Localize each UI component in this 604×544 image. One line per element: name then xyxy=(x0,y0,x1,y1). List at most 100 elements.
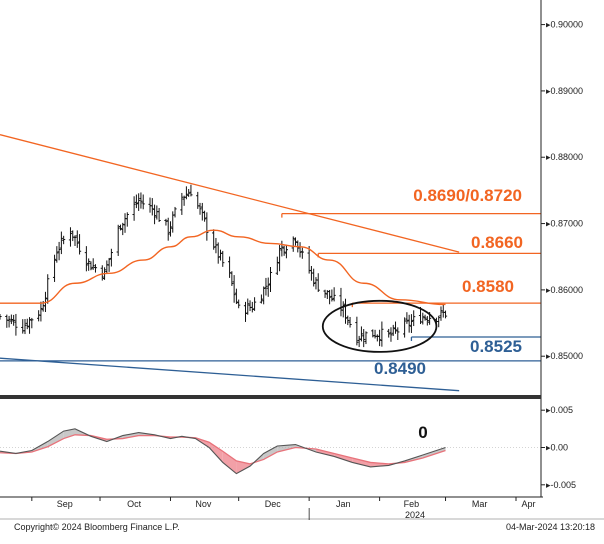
price-bar-2024-02-13 xyxy=(405,312,409,324)
price-bar-2024-01-25 xyxy=(362,329,366,348)
price-bar-2024-01-22 xyxy=(355,316,359,346)
oscillator-fill-19 xyxy=(263,446,278,460)
price-bar-2024-02-15 xyxy=(409,314,414,333)
month-label-6: Mar xyxy=(472,499,488,509)
price-bar-2023-11-28 xyxy=(230,271,234,286)
price-bar-2023-09-22 xyxy=(77,234,82,255)
price-bar-2023-12-29 xyxy=(300,247,304,259)
month-label-4: Jan xyxy=(336,499,351,509)
price-bar-2024-02-08 xyxy=(393,321,398,334)
price-ytick-label-2: ▸0.88000 xyxy=(546,152,583,162)
price-bars xyxy=(0,184,448,348)
price-bar-2023-12-13 xyxy=(264,277,268,296)
price-bar-2023-10-06 xyxy=(109,248,113,267)
price-bar-2023-10-17 xyxy=(134,194,138,209)
price-bar-2024-01-26 xyxy=(364,331,368,345)
panel-separator xyxy=(0,395,541,399)
consolidation-ellipse xyxy=(321,299,438,353)
trendline-0 xyxy=(0,134,460,253)
price-bar-2023-10-05 xyxy=(107,257,111,272)
price-bar-2023-11-10 xyxy=(189,184,193,197)
price-bar-2023-12-28 xyxy=(298,242,302,258)
oscillator-fill-24 xyxy=(352,457,371,467)
price-bar-2023-10-31 xyxy=(166,217,170,241)
level-label-0: 0.8690/0.8720 xyxy=(413,186,522,205)
price-bar-2023-08-31 xyxy=(27,317,32,334)
level-labels: 0.8690/0.8720 0.8660 0.8580 0.8525 0.8490 xyxy=(374,186,523,378)
price-bar-2023-09-14 xyxy=(59,231,63,255)
oscillator-fill-23 xyxy=(334,453,353,463)
month-label-1: Oct xyxy=(127,499,142,509)
oscillator-fill-5 xyxy=(63,428,76,439)
month-label-3: Dec xyxy=(265,499,282,509)
osc-ytick-label-2: ▸-0.005 xyxy=(546,480,576,490)
price-bar-2024-02-12 xyxy=(403,317,407,338)
price-bar-2023-10-19 xyxy=(139,192,143,209)
month-label-7: Apr xyxy=(521,499,535,509)
price-bar-2024-01-12 xyxy=(332,287,336,302)
price-bar-2024-01-18 xyxy=(346,315,350,326)
oscillator-panel xyxy=(0,428,541,475)
price-bar-2024-02-01 xyxy=(378,329,382,347)
price-bar-2023-11-21 xyxy=(214,237,218,254)
price-bar-2023-08-24 xyxy=(12,314,16,326)
moving-average xyxy=(0,229,446,306)
price-bar-2024-01-16 xyxy=(341,301,345,318)
price-bar-2023-09-05 xyxy=(39,301,43,322)
moving-average-line xyxy=(0,229,446,306)
price-bar-2023-12-11 xyxy=(259,294,264,304)
price-bar-2023-12-12 xyxy=(262,286,266,305)
price-bar-2023-10-16 xyxy=(132,196,136,221)
oscillator-fast-line xyxy=(0,428,446,475)
price-bar-2024-01-04 xyxy=(314,277,318,290)
oscillator-fill-17 xyxy=(236,460,251,474)
price-bar-2024-01-19 xyxy=(348,316,352,328)
price-ytick-label-4: ▸0.86000 xyxy=(546,285,583,295)
price-bar-2023-11-03 xyxy=(173,206,177,218)
price-bar-2023-12-01 xyxy=(237,299,241,309)
price-bar-2023-12-04 xyxy=(243,301,248,322)
price-bar-2023-11-08 xyxy=(184,186,188,200)
price-ytick-label-3: ▸0.87000 xyxy=(546,219,583,229)
level-label-4: 0.8490 xyxy=(374,359,426,378)
price-bar-2023-11-16 xyxy=(202,210,207,222)
price-bar-2023-12-15 xyxy=(268,266,273,293)
price-bar-2023-10-04 xyxy=(105,260,109,274)
osc-ytick-label-0: ▸0.005 xyxy=(546,405,573,415)
level-label-2: 0.8580 xyxy=(462,277,514,296)
price-bar-2023-10-26 xyxy=(155,205,159,220)
price-bar-2023-10-27 xyxy=(157,207,161,222)
price-bar-2023-11-29 xyxy=(232,275,236,303)
oscillator-fill-4 xyxy=(47,431,64,447)
price-bar-2023-11-30 xyxy=(234,288,239,305)
osc-ytick-label-1: ▸0.00 xyxy=(546,443,568,453)
price-bar-2024-01-08 xyxy=(323,289,327,298)
price-ytick-label-5: ▸0.85000 xyxy=(546,351,583,361)
price-bar-2023-11-27 xyxy=(227,256,232,278)
price-bar-2024-02-27 xyxy=(437,315,441,328)
price-bar-2023-08-30 xyxy=(25,318,29,330)
price-bar-2024-02-20 xyxy=(421,312,425,325)
price-bar-2023-09-12 xyxy=(55,246,59,263)
price-bar-2023-11-09 xyxy=(187,189,191,197)
price-bar-2024-01-11 xyxy=(330,289,334,302)
price-bar-2023-08-25 xyxy=(14,313,18,336)
price-bar-2023-12-19 xyxy=(277,245,282,272)
month-label-5: Feb xyxy=(404,499,420,509)
price-bar-2024-02-05 xyxy=(387,328,391,338)
price-bar-2024-01-24 xyxy=(359,326,364,342)
price-bar-2023-10-10 xyxy=(118,224,123,231)
price-bar-2023-11-15 xyxy=(200,202,204,221)
timestamp-text: 04-Mar-2024 13:20:18 xyxy=(506,522,595,532)
price-bar-2024-01-30 xyxy=(373,329,377,339)
oscillator-annotation: 0 xyxy=(418,423,427,442)
oscillator-slow-line xyxy=(0,434,446,465)
oscillator-fill-20 xyxy=(277,444,296,452)
price-ytick-label-0: ▸0.90000 xyxy=(546,20,583,30)
price-bar-2023-10-30 xyxy=(164,218,168,226)
level-lines xyxy=(0,212,541,362)
price-bar-2024-01-15 xyxy=(339,287,343,317)
price-bar-2023-12-14 xyxy=(266,277,270,297)
price-bar-2023-08-18 xyxy=(0,313,2,320)
